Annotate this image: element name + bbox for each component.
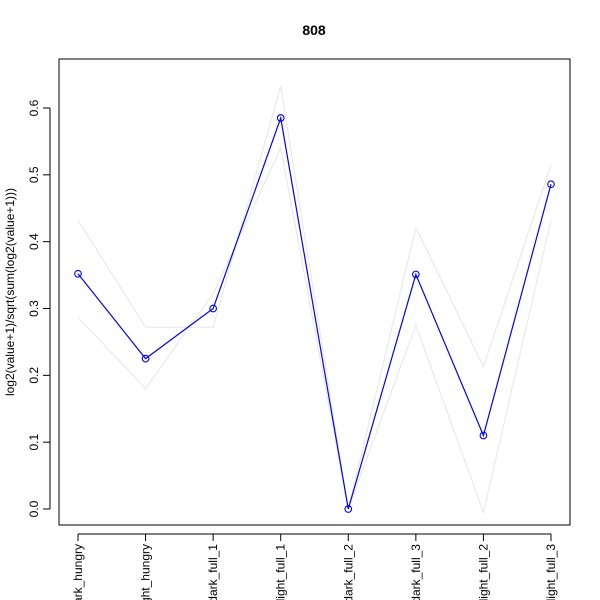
x-tick-label: light_full_1: [274, 544, 288, 600]
data-point: [74, 269, 82, 278]
x-tick-label: light_full_3: [544, 544, 558, 600]
y-tick-label: 0.0: [27, 500, 41, 517]
chart-title: 808: [302, 22, 326, 38]
data-point: [344, 505, 353, 513]
x-tick-label: ark_hungry: [71, 544, 85, 600]
upper-band-line: [77, 85, 552, 510]
y-tick-label: 0.4: [27, 233, 41, 250]
series-layer: [74, 85, 555, 515]
lower-band-line: [77, 146, 552, 515]
plot-frame: [58, 58, 571, 526]
y-tick-label: 0.5: [27, 166, 41, 183]
data-point: [479, 431, 488, 440]
data-point: [276, 114, 285, 122]
x-tick-label: ght_hungry: [139, 544, 153, 600]
y-tick-label: 0.1: [27, 434, 41, 451]
data-point: [141, 354, 150, 363]
data-point: [209, 304, 217, 313]
x-axis: ark_hungry ght_hungry dark_full_1 light_ful…: [71, 534, 558, 600]
y-axis-title: log2(value+1)/sqrt(sum(log2(value+1))): [3, 188, 17, 396]
x-tick-label: dark_full_2: [341, 544, 355, 600]
x-tick-label: light_full_2: [476, 544, 490, 600]
y-axis: 0.0 0.1 0.2 0.3 0.4 0.5 0.6: [27, 99, 50, 517]
y-tick-label: 0.2: [27, 367, 41, 384]
y-tick-label: 0.3: [27, 300, 41, 317]
y-tick-label: 0.6: [27, 99, 41, 116]
data-point: [412, 270, 420, 279]
x-tick-label: dark_full_3: [409, 544, 423, 600]
data-point: [547, 180, 555, 189]
x-tick-label: dark_full_1: [206, 544, 220, 600]
series-line: [77, 115, 552, 510]
